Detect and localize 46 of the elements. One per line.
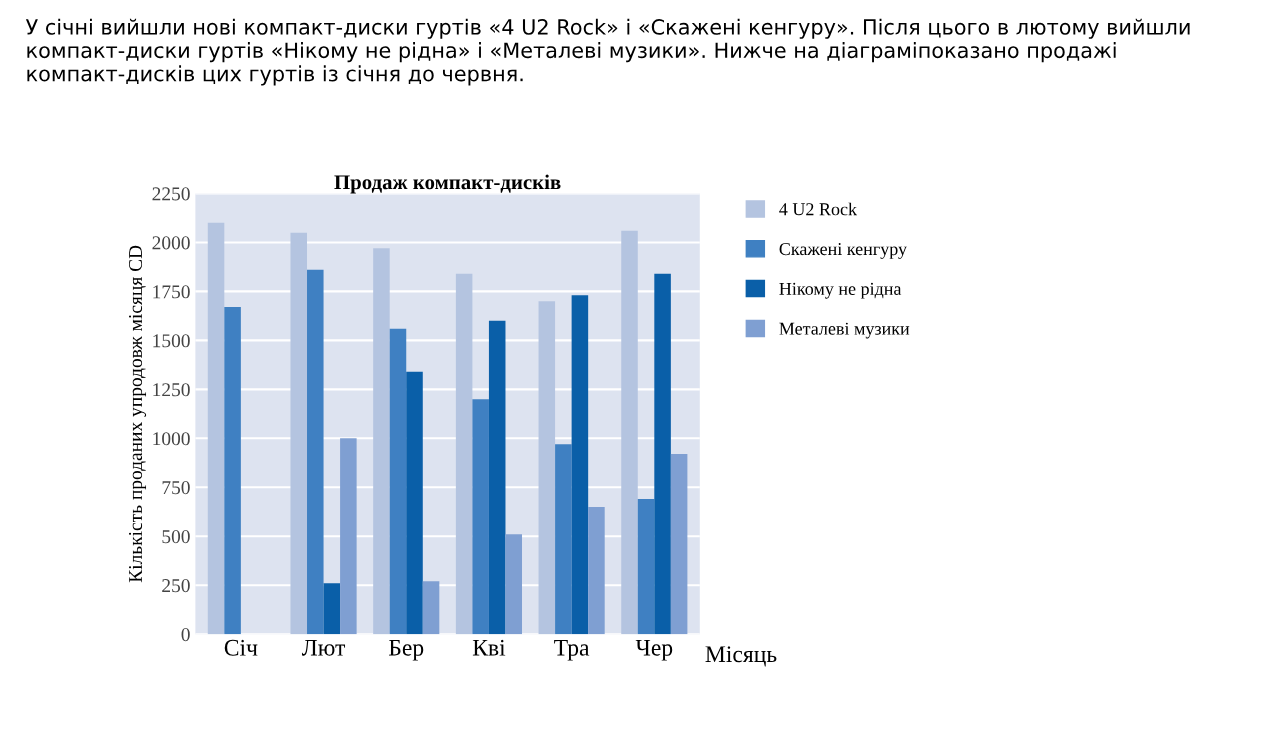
bar: [389, 328, 407, 635]
x-tick-label: Лют: [301, 639, 346, 656]
x-tick-label: Тра: [554, 639, 590, 661]
legend-label: Скажені кенгуру: [779, 242, 907, 259]
bar: [670, 453, 688, 635]
chart-title: Продаж компакт-дисків: [334, 174, 561, 194]
y-tick-label: 1750: [153, 285, 190, 299]
x-axis-title: Місяць: [705, 646, 777, 667]
bar: [207, 222, 225, 635]
text: У січні вийшли нові компакт-диски гуртів «4 U2 Rock» і «Скажені кенгуру». Після цього в лютому вийшли компакт-диски гуртів «Нікому не рідна» і «Металеві музики». Нижче на діаграміпоказано продажі компакт-дисків цих гуртів із січня до червня.: [25, 18, 1190, 86]
bar: [340, 438, 357, 635]
bar: [588, 506, 605, 635]
bar: [472, 399, 489, 635]
y-tick-label: 0: [181, 628, 190, 642]
y-tick-label: 2250: [152, 187, 190, 201]
legend-label: Металеві музики: [779, 322, 910, 339]
bar: [290, 232, 308, 635]
bar: [538, 301, 556, 635]
bar: [488, 320, 506, 635]
bar: [373, 248, 390, 635]
bar: [621, 230, 638, 635]
bar: [455, 273, 473, 635]
y-axis-title: Кількість проданих упродовж місяця CD: [129, 245, 147, 583]
bar: [555, 444, 572, 635]
bar: [406, 371, 423, 635]
bar: [422, 581, 440, 635]
x-tick-label: Кві: [472, 639, 506, 656]
y-tick-label: 500: [162, 530, 190, 544]
legend-label: Нікому не рідна: [779, 282, 902, 299]
bar: [654, 273, 671, 635]
bar: [307, 269, 324, 635]
x-tick-label: Бер: [389, 639, 424, 661]
bar: [323, 583, 341, 635]
y-tick-label: 1000: [153, 432, 190, 446]
y-tick-label: 1500: [153, 334, 190, 348]
bar: [571, 295, 589, 635]
bar: [505, 534, 523, 635]
bar: [224, 307, 241, 635]
y-tick-label: 750: [162, 481, 190, 495]
bar: [637, 499, 655, 635]
y-tick-label: 1250: [153, 383, 190, 397]
x-tick-label: Чер: [635, 639, 673, 661]
legend-label: 4 U2 Rock: [779, 202, 858, 216]
y-tick-label: 250: [162, 579, 190, 593]
x-tick-label: Січ: [224, 639, 258, 656]
y-tick-label: 2000: [152, 236, 190, 250]
